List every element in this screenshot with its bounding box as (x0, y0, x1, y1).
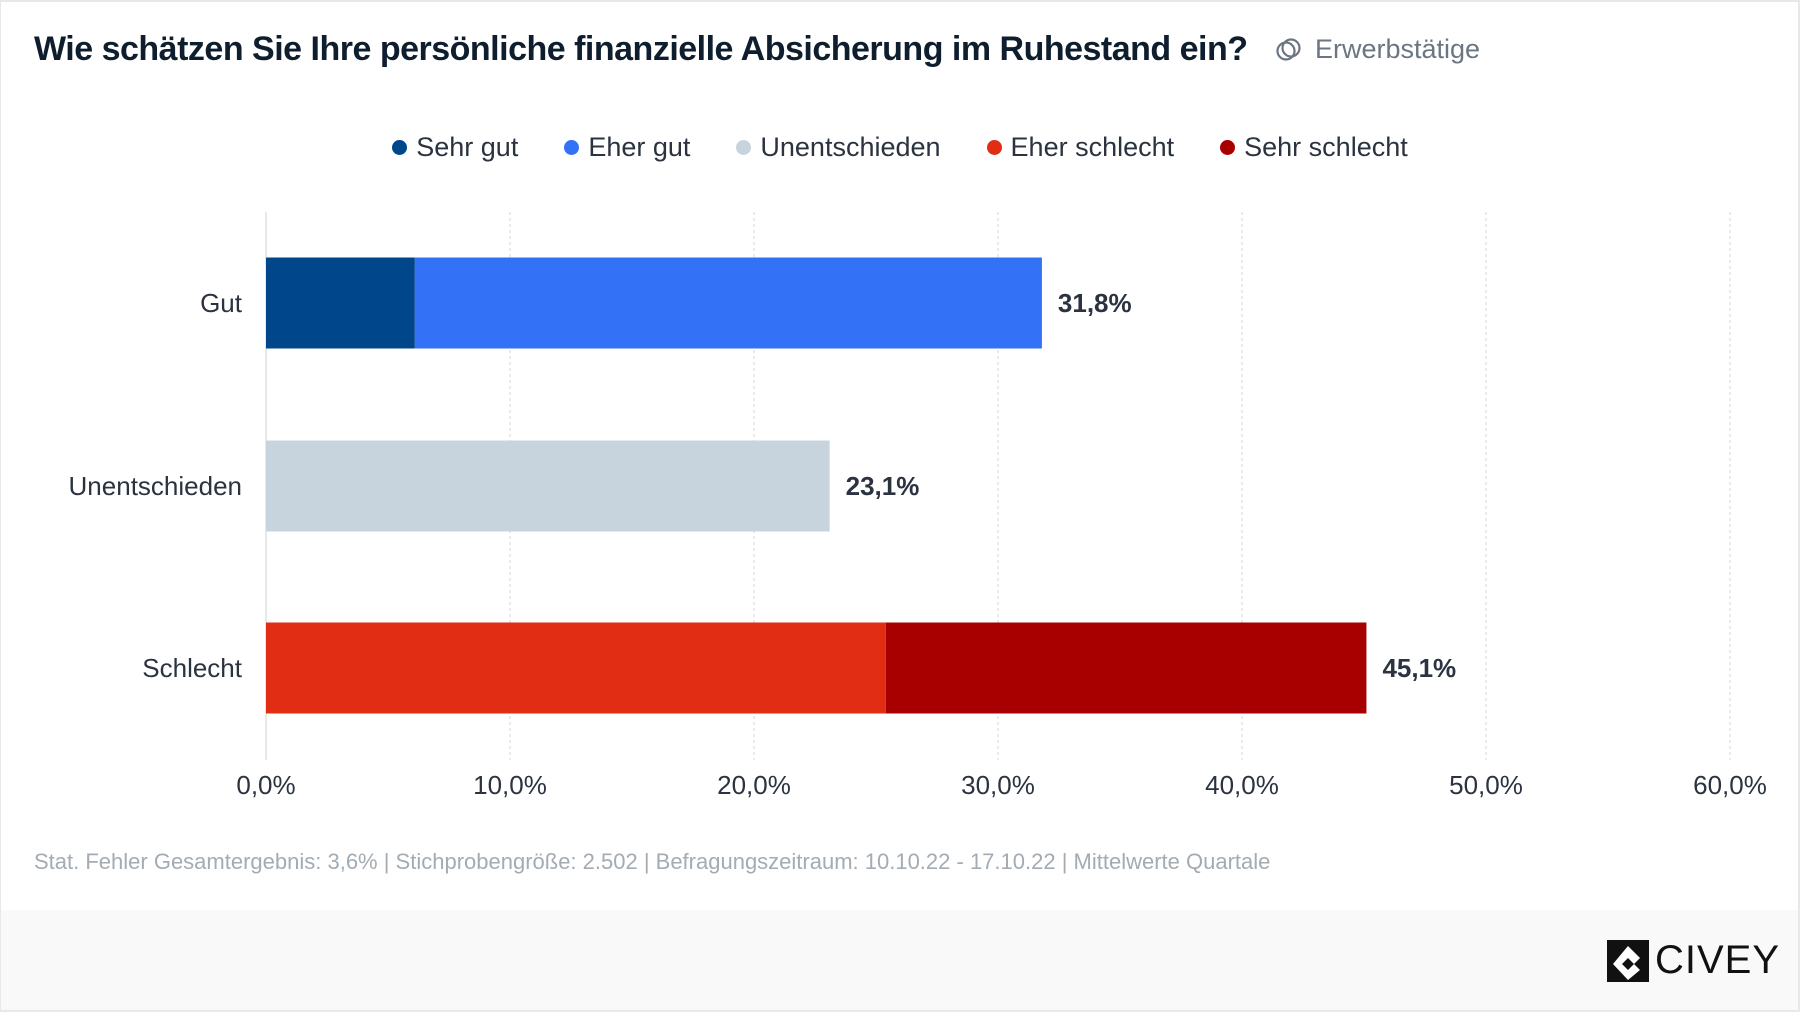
bar-segment (266, 257, 415, 349)
legend-label: Eher gut (588, 132, 691, 162)
legend-item[interactable]: Sehr schlecht (1220, 132, 1408, 163)
footer-note: Stat. Fehler Gesamtergebnis: 3,6% | Stic… (34, 849, 1271, 874)
bar-chart: 0,0% 10,0% 20,0% 30,0% 40,0% 50,0% 60,0% Gut 31,… (69, 212, 1767, 800)
total-data-label: 23,1% (846, 471, 920, 501)
legend-marker (736, 140, 752, 155)
civey-logo-icon (1607, 939, 1649, 982)
bar-segment (414, 257, 1042, 349)
total-data-label: 45,1% (1382, 653, 1456, 683)
footer-bar (1, 910, 1798, 1010)
legend: Sehr gut Eher gut Unentschieden Eher schlec… (0, 132, 1800, 163)
category-label: Schlecht (142, 653, 242, 683)
legend-item[interactable]: Unentschieden (736, 132, 941, 163)
bar-segment (885, 622, 1367, 714)
x-tick-label: 20,0% (717, 770, 791, 800)
legend-item[interactable]: Sehr gut (392, 132, 518, 163)
x-tick-label: 40,0% (1205, 770, 1279, 800)
bar-segment (266, 440, 830, 532)
chart-title: Wie schätzen Sie Ihre persönliche finanz… (34, 30, 1248, 68)
category-label: Unentschieden (69, 471, 242, 501)
x-tick-label: 30,0% (961, 770, 1035, 800)
audience-filter[interactable]: Erwerbstätige (1275, 34, 1480, 65)
bar-segment (266, 622, 886, 714)
legend-marker (986, 140, 1002, 155)
legend-label: Sehr gut (416, 132, 519, 162)
logo-text: CIVEY (1655, 938, 1781, 982)
legend-marker (564, 140, 580, 155)
legend-label: Eher schlecht (1010, 132, 1175, 162)
x-tick-label: 10,0% (473, 770, 547, 800)
x-tick-label: 50,0% (1449, 770, 1523, 800)
category-label: Gut (200, 288, 243, 318)
legend-item[interactable]: Eher schlecht (986, 132, 1175, 163)
x-tick-label: 60,0% (1693, 770, 1767, 800)
total-data-label: 31,8% (1058, 288, 1132, 318)
overlapping-circles-icon (1276, 37, 1301, 61)
audience-label: Erwerbstätige (1315, 34, 1481, 64)
legend-marker (1220, 140, 1236, 155)
civey-logo[interactable]: CIVEY (1607, 938, 1780, 983)
legend-item[interactable]: Eher gut (564, 132, 690, 163)
x-tick-label: 0,0% (236, 770, 295, 800)
legend-label: Unentschieden (760, 132, 941, 162)
legend-label: Sehr schlecht (1244, 132, 1408, 162)
legend-marker (392, 140, 408, 155)
